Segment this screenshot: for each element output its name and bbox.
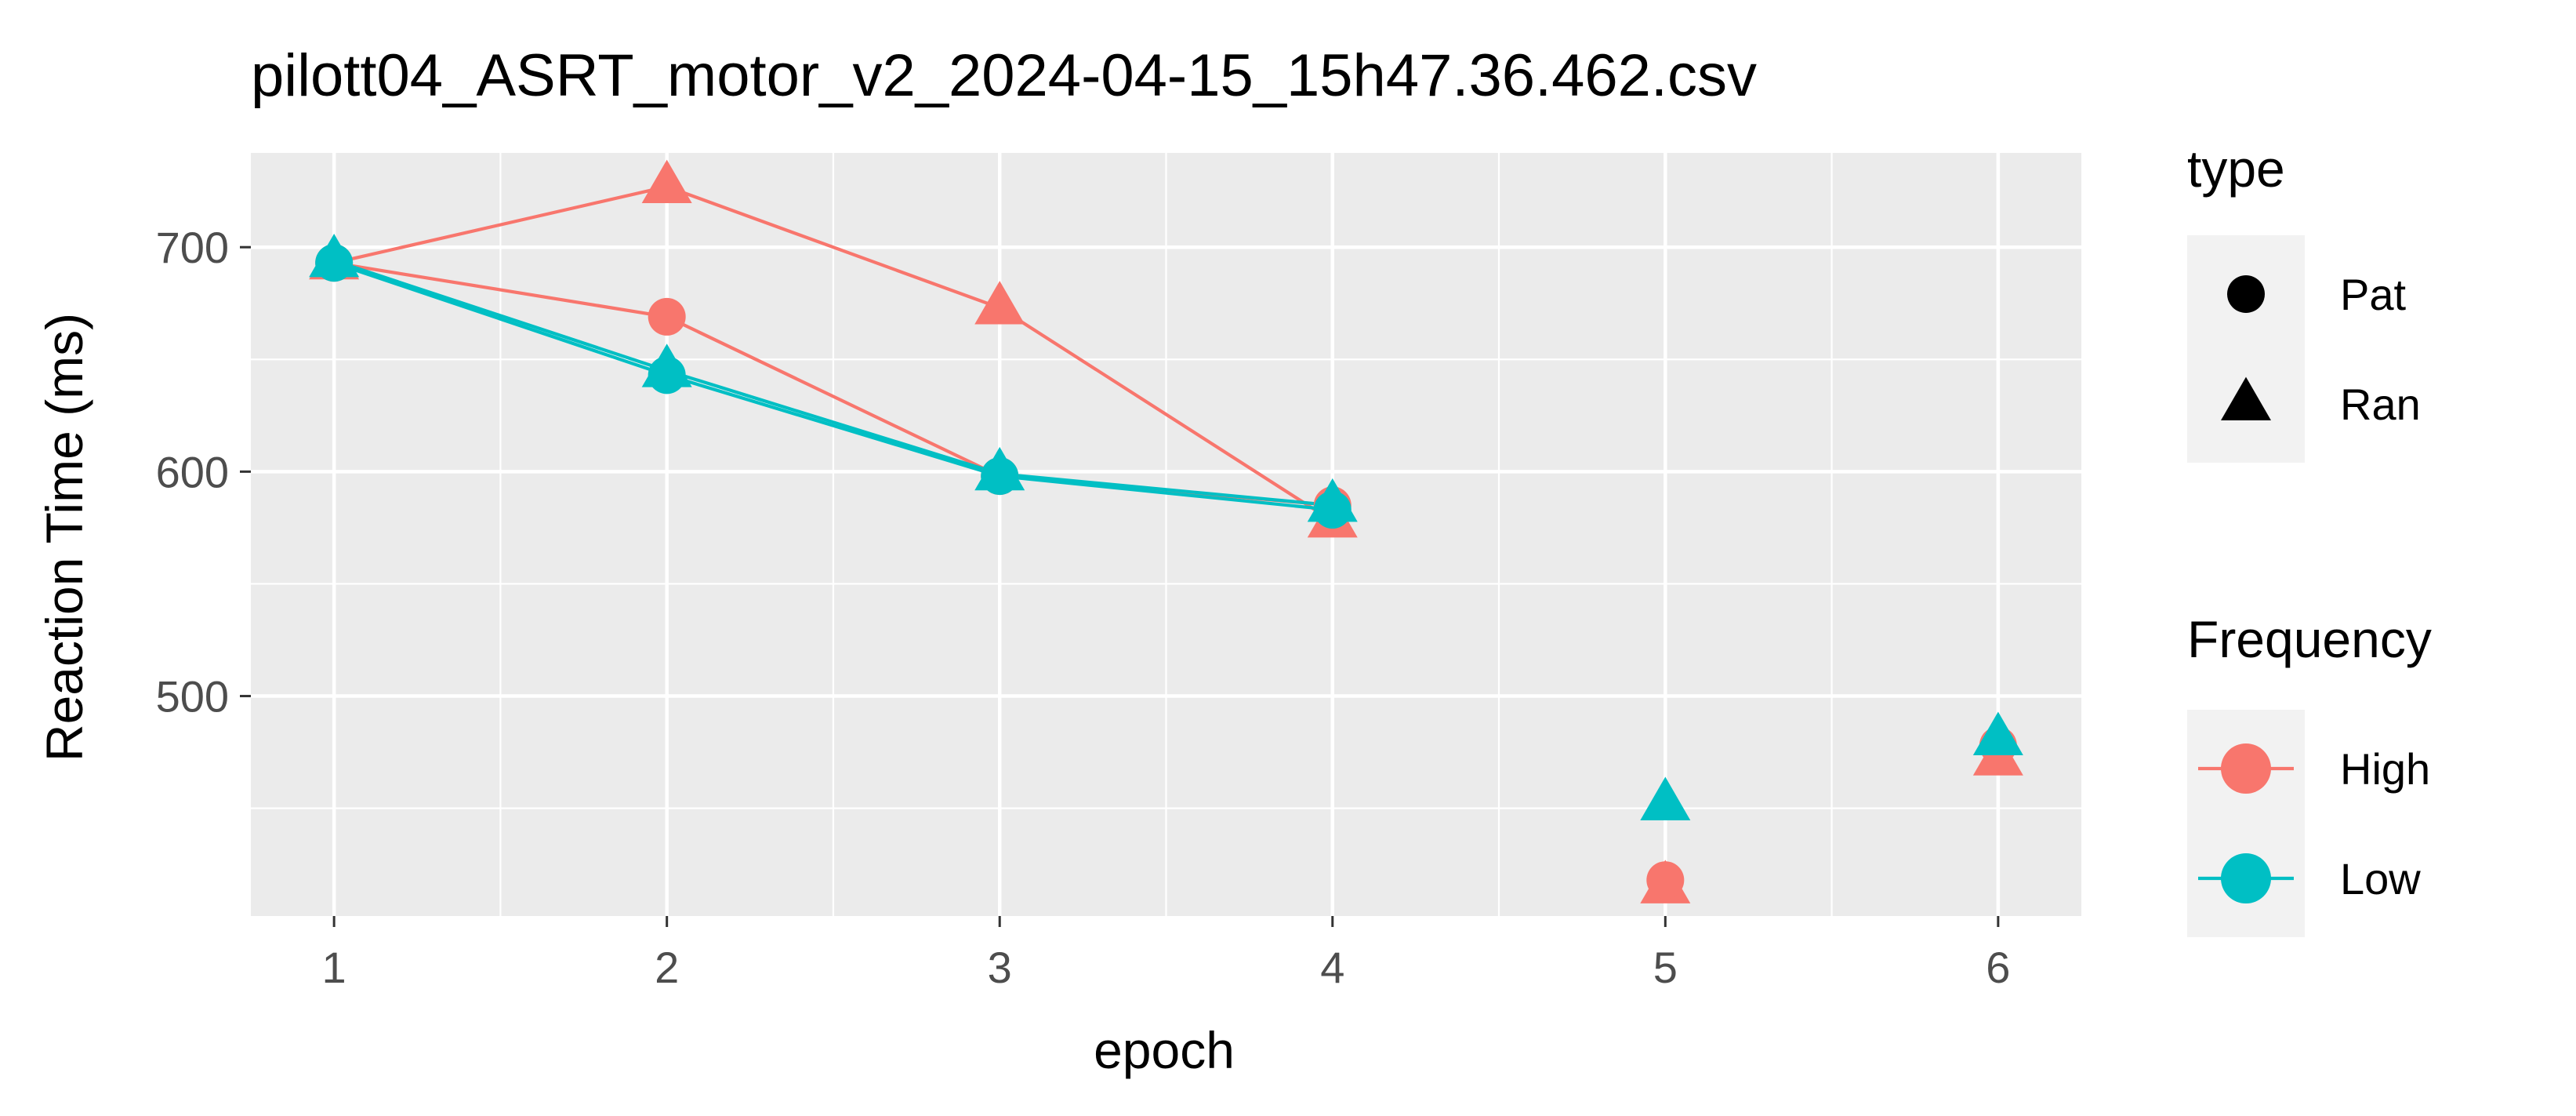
legend-frequency-label: Low [2340,854,2421,903]
series-line-low-pat [333,261,1333,512]
x-axis-title: epoch [1094,1021,1235,1079]
legend-triangle-icon [2221,376,2271,421]
data-points [309,159,2023,903]
legend-circle-swatch [2221,853,2271,903]
y-axis-title: Reaction Time (ms) [35,313,93,762]
point-high-ran [974,281,1025,325]
legend-type-label: Ran [2340,380,2421,429]
y-tick-label: 500 [156,672,229,722]
legend-type-title: type [2187,140,2285,198]
x-tick-label: 2 [655,943,679,992]
minor-gridlines [251,153,2081,916]
x-tick-label: 6 [1986,943,2010,992]
legend-type-key-background [2187,235,2305,463]
point-high-pat [1646,861,1685,900]
point-high-pat [648,297,686,336]
point-low-pat [981,457,1019,496]
tick-labels: 1 2 3 4 5 6 500 600 700 [156,223,2011,992]
legend-frequency-title: Frequency [2187,610,2432,668]
legend-type-label: Pat [2340,270,2406,319]
point-high-ran [641,159,692,203]
legend-frequency: Frequency High Low [2187,610,2432,937]
point-low-ran [1972,711,2023,755]
legend-circle-icon [2227,275,2265,313]
y-tick-label: 600 [156,447,229,496]
legend-frequency-label: High [2340,744,2430,794]
chart-title: pilott04_ASRT_motor_v2_2024-04-15_15h47.… [251,42,1757,109]
x-tick-label: 3 [988,943,1012,992]
point-low-ran [1640,776,1691,820]
point-low-pat [1313,491,1351,529]
x-tick-label: 5 [1653,943,1678,992]
legend-type: type Pat Ran [2187,140,2421,463]
y-tick-label: 700 [156,223,229,272]
x-tick-label: 1 [322,943,346,992]
series-line-high-ran [333,184,1333,523]
axis-ticks [240,245,2000,927]
legend-circle-swatch [2221,743,2271,794]
series-lines [333,184,1333,523]
point-low-pat [315,244,354,282]
point-low-pat [648,356,686,394]
x-tick-label: 4 [1320,943,1344,992]
series-line-low-ran [333,259,1333,507]
